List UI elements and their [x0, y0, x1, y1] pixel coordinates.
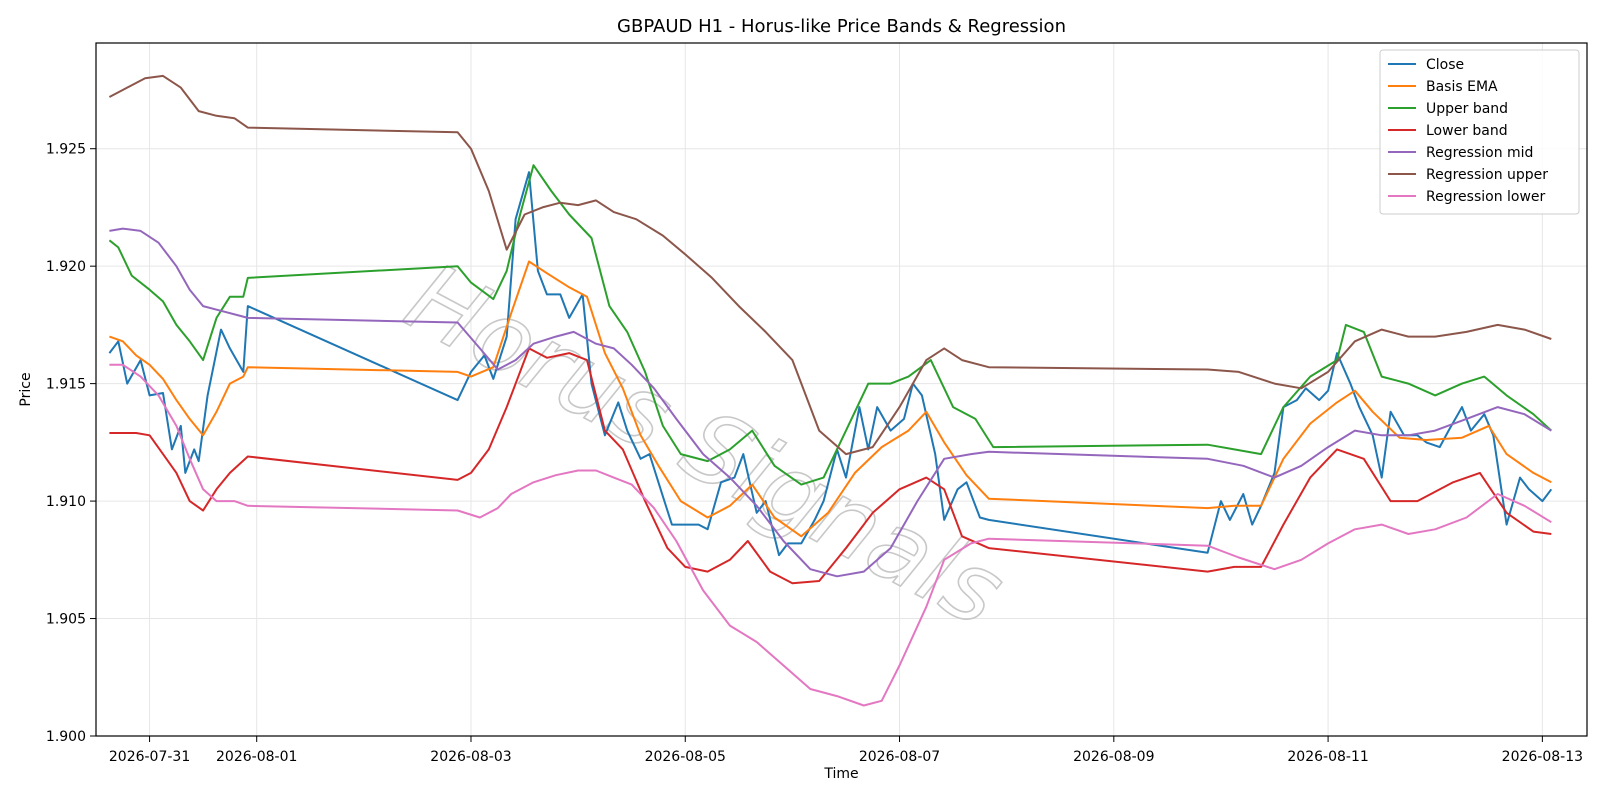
x-axis: 2026-07-31 2026-08-01 2026-08-03 2026-08-05…: [109, 736, 1583, 765]
legend: Close Basis EMA Upper band Lower band Regres…: [1379, 49, 1580, 215]
legend-entry: Basis EMA: [1426, 79, 1498, 95]
x-axis-label: Time: [823, 766, 858, 782]
y-axis: 1.900 1.905 1.910 1.915 1.920 1.925: [46, 142, 96, 745]
x-tick-label: 2026-08-13: [1502, 749, 1583, 765]
series-line-regression-mid: [109, 227, 1552, 578]
plot-frame: [95, 42, 1588, 737]
x-tick-label: 2026-07-31: [109, 749, 190, 765]
x-tick-label: 2026-08-09: [1073, 749, 1154, 765]
y-tick-label: 1.915: [46, 377, 86, 393]
series-layer: [108, 74, 1553, 707]
series-line-close: [108, 171, 1553, 557]
legend-entry: Lower band: [1426, 123, 1508, 139]
series-line-upper-band: [108, 164, 1552, 486]
legend-entry: Regression upper: [1426, 167, 1548, 183]
series-line-basis-ema: [109, 260, 1552, 538]
y-tick-label: 1.905: [46, 612, 86, 628]
legend-entry: Upper band: [1426, 101, 1508, 117]
series-line-regression-lower: [109, 363, 1552, 707]
x-tick-label: 2026-08-05: [645, 749, 726, 765]
legend-entry: Regression mid: [1426, 145, 1533, 161]
y-tick-label: 1.920: [46, 259, 86, 275]
x-tick-label: 2026-08-03: [430, 749, 511, 765]
x-tick-label: 2026-08-07: [859, 749, 940, 765]
y-axis-label: Price: [18, 372, 34, 406]
legend-entry: Close: [1426, 57, 1464, 73]
y-tick-label: 1.910: [46, 494, 86, 510]
chart-title: GBPAUD H1 - Horus-like Price Bands & Reg…: [617, 16, 1066, 37]
legend-box: [1379, 49, 1580, 215]
legend-entry: Regression lower: [1426, 189, 1546, 205]
y-tick-label: 1.900: [46, 729, 86, 745]
x-tick-label: 2026-08-01: [216, 749, 297, 765]
x-tick-label: 2026-08-11: [1287, 749, 1368, 765]
y-tick-label: 1.925: [46, 142, 86, 158]
series-line-regression-upper: [108, 74, 1552, 456]
series-line-lower-band: [109, 347, 1552, 585]
